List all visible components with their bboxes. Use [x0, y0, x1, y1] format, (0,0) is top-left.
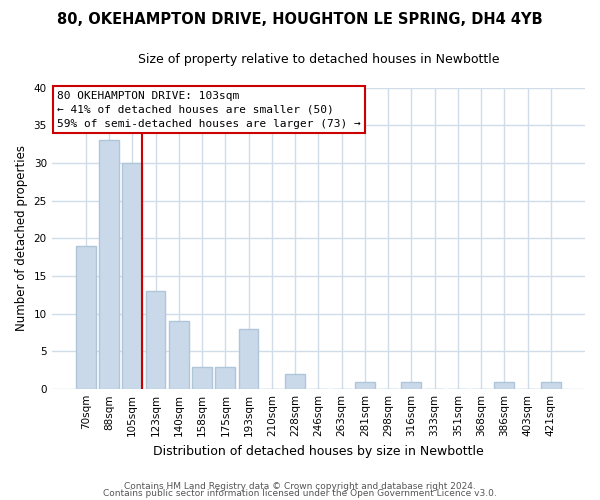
Bar	[76, 246, 95, 389]
Bar	[355, 382, 375, 389]
X-axis label: Distribution of detached houses by size in Newbottle: Distribution of detached houses by size …	[153, 444, 484, 458]
Title: Size of property relative to detached houses in Newbottle: Size of property relative to detached ho…	[137, 52, 499, 66]
Bar	[122, 163, 142, 389]
Bar	[401, 382, 421, 389]
Bar	[494, 382, 514, 389]
Y-axis label: Number of detached properties: Number of detached properties	[15, 146, 28, 332]
Bar	[192, 366, 212, 389]
Bar	[215, 366, 235, 389]
Text: Contains public sector information licensed under the Open Government Licence v3: Contains public sector information licen…	[103, 490, 497, 498]
Bar	[239, 329, 259, 389]
Bar	[169, 322, 188, 389]
Text: 80, OKEHAMPTON DRIVE, HOUGHTON LE SPRING, DH4 4YB: 80, OKEHAMPTON DRIVE, HOUGHTON LE SPRING…	[57, 12, 543, 28]
Bar	[146, 291, 166, 389]
Text: 80 OKEHAMPTON DRIVE: 103sqm
← 41% of detached houses are smaller (50)
59% of sem: 80 OKEHAMPTON DRIVE: 103sqm ← 41% of det…	[57, 90, 361, 128]
Text: Contains HM Land Registry data © Crown copyright and database right 2024.: Contains HM Land Registry data © Crown c…	[124, 482, 476, 491]
Bar	[285, 374, 305, 389]
Bar	[99, 140, 119, 389]
Bar	[541, 382, 561, 389]
